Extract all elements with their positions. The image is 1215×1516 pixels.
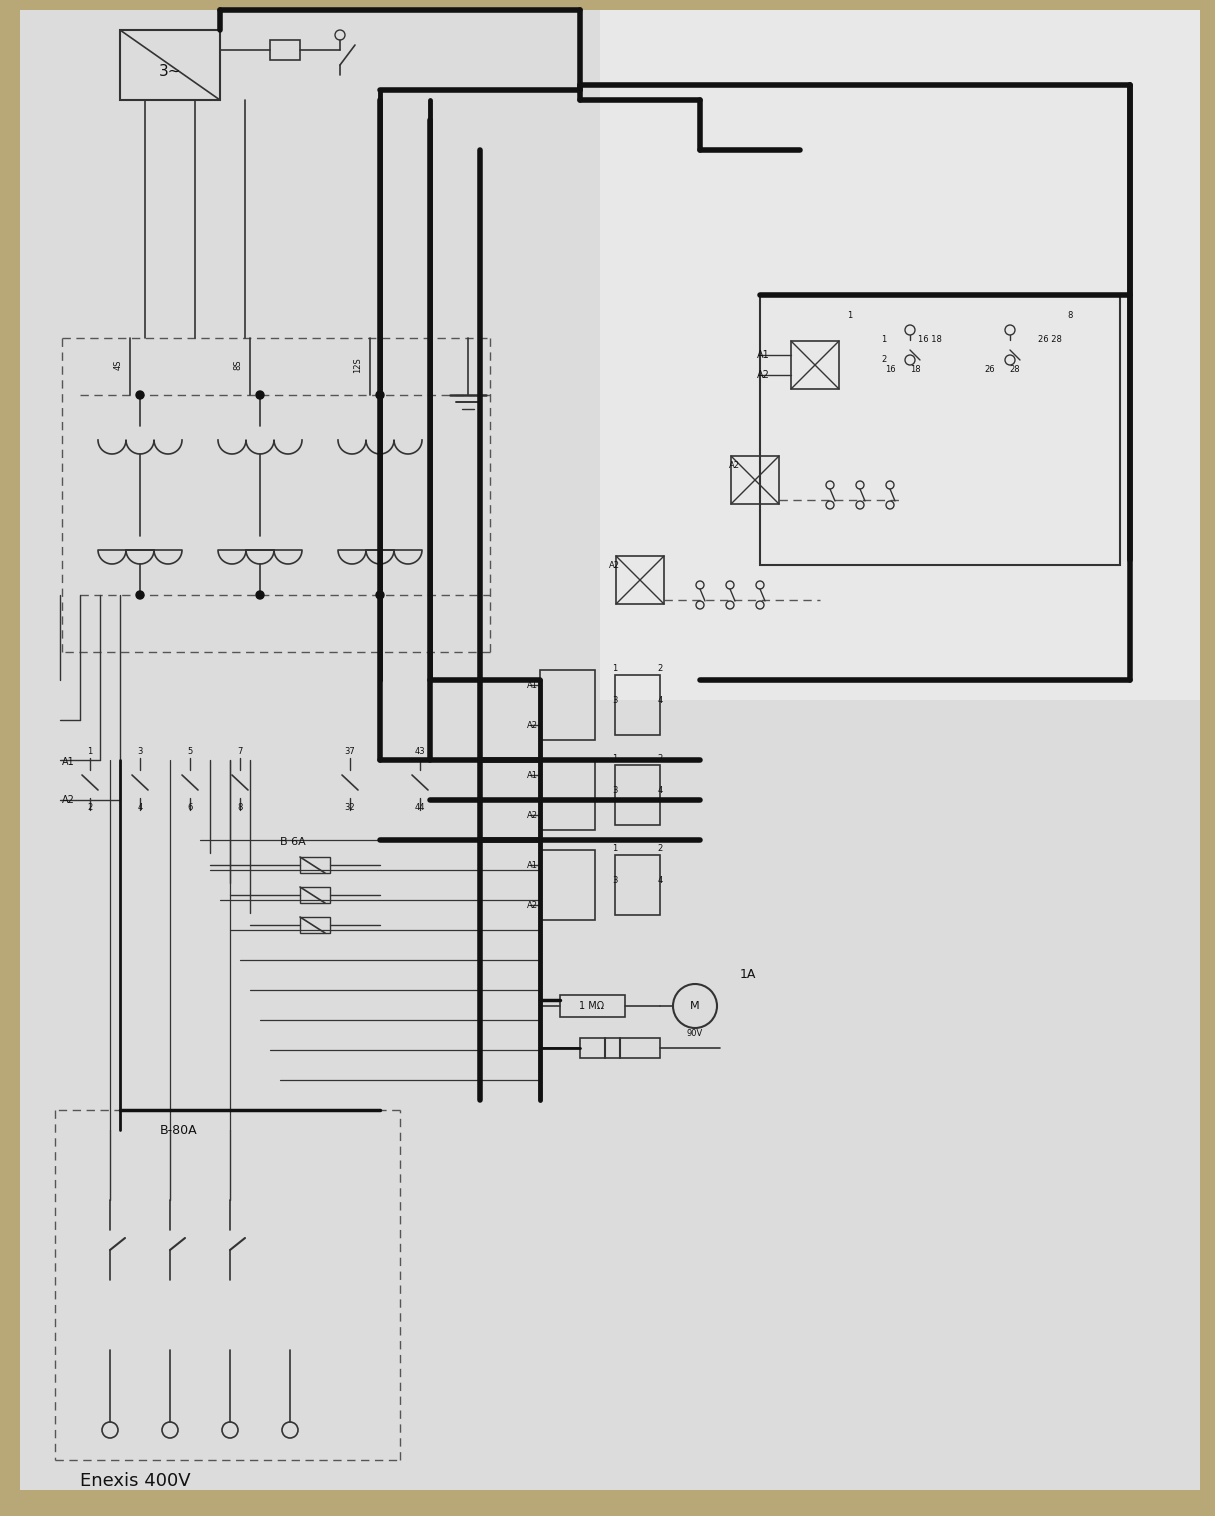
Circle shape bbox=[136, 391, 145, 399]
Text: 90V: 90V bbox=[686, 1029, 703, 1038]
Text: 2: 2 bbox=[881, 355, 887, 364]
Text: A1: A1 bbox=[527, 861, 538, 870]
Text: 1 MΩ: 1 MΩ bbox=[580, 1001, 605, 1011]
Text: 7: 7 bbox=[237, 747, 243, 756]
Bar bbox=[616, 556, 665, 603]
Polygon shape bbox=[600, 11, 1200, 700]
Text: 8: 8 bbox=[237, 803, 243, 813]
Bar bbox=[300, 917, 330, 932]
Text: 1: 1 bbox=[881, 335, 887, 344]
Bar bbox=[300, 887, 330, 904]
Text: 37: 37 bbox=[345, 747, 355, 756]
Text: 4: 4 bbox=[657, 785, 662, 794]
Bar bbox=[615, 855, 660, 916]
Text: M: M bbox=[690, 1001, 700, 1011]
Text: A2: A2 bbox=[527, 811, 538, 820]
Bar bbox=[580, 1038, 660, 1058]
Text: A2: A2 bbox=[729, 461, 740, 470]
Text: 4: 4 bbox=[657, 696, 662, 705]
Bar bbox=[539, 850, 595, 920]
Text: 2: 2 bbox=[87, 803, 92, 813]
Text: A2: A2 bbox=[527, 901, 538, 910]
Bar bbox=[615, 675, 660, 735]
Text: A2: A2 bbox=[757, 370, 770, 381]
Bar bbox=[731, 456, 779, 503]
Text: 1: 1 bbox=[87, 747, 92, 756]
Text: 1: 1 bbox=[847, 311, 853, 320]
Text: 16: 16 bbox=[885, 365, 895, 374]
Bar bbox=[270, 39, 300, 61]
Text: 4: 4 bbox=[657, 876, 662, 885]
Text: 4: 4 bbox=[137, 803, 142, 813]
Text: Enexis 400V: Enexis 400V bbox=[80, 1472, 191, 1490]
Bar bbox=[560, 994, 625, 1017]
Text: 1: 1 bbox=[612, 664, 617, 673]
Text: 3~: 3~ bbox=[159, 65, 181, 79]
Text: A1: A1 bbox=[527, 770, 538, 779]
Text: 26: 26 bbox=[984, 365, 995, 374]
Text: 2: 2 bbox=[657, 844, 662, 854]
Text: A2: A2 bbox=[609, 561, 620, 570]
Circle shape bbox=[375, 391, 384, 399]
Text: 8S: 8S bbox=[233, 359, 243, 370]
Circle shape bbox=[256, 391, 264, 399]
Text: 4S: 4S bbox=[113, 359, 123, 370]
Text: A2: A2 bbox=[527, 720, 538, 729]
Text: 2: 2 bbox=[657, 753, 662, 763]
Text: 6: 6 bbox=[187, 803, 193, 813]
Bar bbox=[120, 30, 220, 100]
Text: A2: A2 bbox=[62, 794, 75, 805]
Text: 44: 44 bbox=[414, 803, 425, 813]
Text: 1A: 1A bbox=[740, 969, 757, 981]
Text: 1: 1 bbox=[612, 844, 617, 854]
Bar bbox=[300, 857, 330, 873]
Circle shape bbox=[136, 591, 145, 599]
Text: 28: 28 bbox=[1010, 365, 1021, 374]
Text: B 6A: B 6A bbox=[279, 837, 306, 847]
Text: 3: 3 bbox=[612, 785, 617, 794]
Text: 3: 3 bbox=[612, 876, 617, 885]
Text: A1: A1 bbox=[527, 681, 538, 690]
Bar bbox=[615, 766, 660, 825]
Text: 26 28: 26 28 bbox=[1038, 335, 1062, 344]
Text: 1: 1 bbox=[612, 753, 617, 763]
Text: 12S: 12S bbox=[354, 358, 362, 373]
Text: 3: 3 bbox=[137, 747, 142, 756]
Text: 43: 43 bbox=[414, 747, 425, 756]
Text: 16 18: 16 18 bbox=[919, 335, 942, 344]
Text: 18: 18 bbox=[910, 365, 920, 374]
Text: A1: A1 bbox=[757, 350, 770, 359]
Bar bbox=[539, 760, 595, 829]
Bar bbox=[791, 341, 840, 390]
Polygon shape bbox=[19, 11, 1200, 1490]
Bar bbox=[761, 296, 1120, 565]
Bar bbox=[539, 670, 595, 740]
Text: 32: 32 bbox=[345, 803, 355, 813]
Circle shape bbox=[375, 591, 384, 599]
Text: 8: 8 bbox=[1067, 311, 1073, 320]
Text: 2: 2 bbox=[657, 664, 662, 673]
Text: B-80A: B-80A bbox=[160, 1123, 198, 1137]
Circle shape bbox=[256, 591, 264, 599]
Text: 5: 5 bbox=[187, 747, 193, 756]
Text: A1: A1 bbox=[62, 756, 75, 767]
Text: 3: 3 bbox=[612, 696, 617, 705]
